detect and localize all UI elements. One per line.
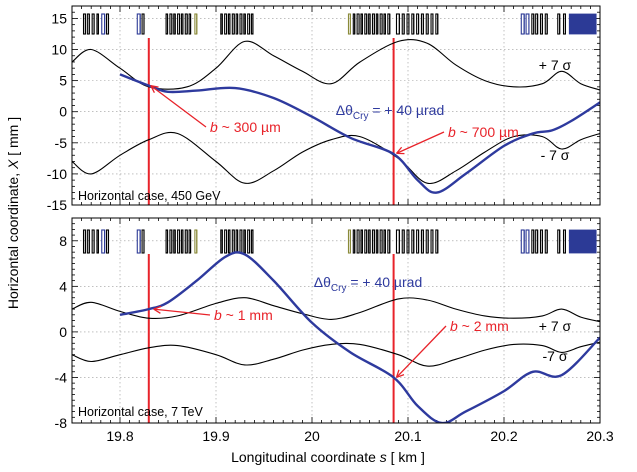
x-axis-label: Longitudinal coordinate s [ km ] — [231, 449, 425, 465]
aperture-label-value: ~ 300 µm — [218, 119, 281, 135]
y-tick-label: -4 — [55, 369, 68, 385]
plot-frame — [71, 5, 601, 206]
aperture-label-var: b — [450, 318, 458, 334]
lower-envelope-label: - 7 σ — [541, 147, 570, 163]
x-tick-label: 20.1 — [394, 428, 421, 444]
aperture-arrow-head — [395, 146, 405, 155]
aperture-arrow-head — [395, 369, 405, 379]
y-axis-label: Horizontal coordinate, X [ mm ] — [5, 117, 21, 309]
y-axis-label-part: Horizontal coordinate, — [5, 169, 21, 309]
aperture-label: b ~ 2 mm — [450, 318, 509, 334]
aperture-arrow-head — [150, 84, 159, 94]
aperture-label: b ~ 1 mm — [214, 307, 273, 323]
x-tick-label: 19.9 — [202, 428, 229, 444]
lattice-element — [568, 229, 597, 254]
aperture-arrow — [150, 85, 207, 128]
aperture-label-value: ~ 1 mm — [222, 307, 273, 323]
top-panel: -15 -10 -5 0 5 10 15 Horizontal case, 450 GeV Δθ… — [47, 5, 601, 213]
x-axis-label-part: [ km ] — [387, 449, 425, 465]
y-tick-label: 4 — [59, 278, 67, 294]
lattice-element — [568, 13, 597, 35]
delta-theta-subscript: Cry — [353, 111, 369, 122]
y-tick-label: 0 — [59, 324, 67, 340]
y-tick-label: 0 — [59, 104, 67, 120]
aperture-label-var: b — [214, 307, 222, 323]
lattice — [82, 13, 597, 35]
aperture-label-value: ~ 2 mm — [458, 318, 509, 334]
aperture-arrow — [153, 308, 211, 316]
lower-envelope-line — [72, 341, 600, 367]
delta-theta-label: ΔθCry = + 40 µrad — [336, 102, 445, 122]
x-tick-label: 20.2 — [490, 428, 517, 444]
aperture-label-var: b — [448, 124, 456, 140]
y-tick-label: -15 — [47, 197, 67, 213]
upper-envelope-label: + 7 σ — [539, 318, 572, 334]
trajectory-line — [119, 73, 600, 194]
aperture-arrow — [396, 325, 447, 378]
y-tick-label: 15 — [51, 10, 67, 26]
y-tick-label: -8 — [55, 415, 68, 431]
y-tick-label: 10 — [51, 42, 67, 58]
series — [72, 251, 600, 423]
y-tick-label: -5 — [55, 135, 68, 151]
aperture-label: b ~ 700 µm — [448, 124, 519, 140]
trajectory-line — [119, 251, 600, 423]
aperture-arrow-head — [153, 305, 162, 314]
x-axis-label-part: Longitudinal coordinate — [231, 449, 380, 465]
delta-theta-symbol: Δθ — [314, 274, 331, 290]
case-label: Horizontal case, 7 TeV — [78, 405, 203, 419]
delta-theta-value: = + 40 µrad — [346, 274, 422, 290]
case-label: Horizontal case, 450 GeV — [78, 189, 221, 203]
y-axis-label-part: [ mm ] — [5, 117, 21, 160]
aperture-arrow — [396, 131, 445, 154]
upper-envelope-label: + 7 σ — [539, 57, 572, 73]
lower-envelope-label: -7 σ — [543, 348, 568, 364]
x-tick-label: 20.3 — [586, 428, 613, 444]
aperture-label: b ~ 300 µm — [210, 119, 281, 135]
y-tick-label: 5 — [59, 73, 67, 89]
x-axis-label-var: s — [380, 449, 387, 465]
delta-theta-value: = + 40 µrad — [368, 102, 444, 118]
y-axis-label-var: X — [5, 159, 21, 170]
y-tick-label: -10 — [47, 166, 67, 182]
bottom-panel: -8 -4 0 4 8 19.8 19.9 20 20.1 20.2 20.3 Horizontal … — [55, 217, 614, 444]
aperture-label-value: ~ 700 µm — [456, 124, 519, 140]
y-tick-label: 8 — [59, 233, 67, 249]
aperture-label-var: b — [210, 119, 218, 135]
lattice — [82, 229, 597, 254]
delta-theta-subscript: Cry — [331, 283, 347, 294]
x-tick-label: 19.8 — [106, 428, 133, 444]
x-tick-label: 20 — [304, 428, 320, 444]
delta-theta-label: ΔθCry = + 40 µrad — [314, 274, 423, 294]
plot-frame — [71, 217, 601, 424]
delta-theta-symbol: Δθ — [336, 102, 353, 118]
upper-envelope-line — [72, 297, 600, 323]
